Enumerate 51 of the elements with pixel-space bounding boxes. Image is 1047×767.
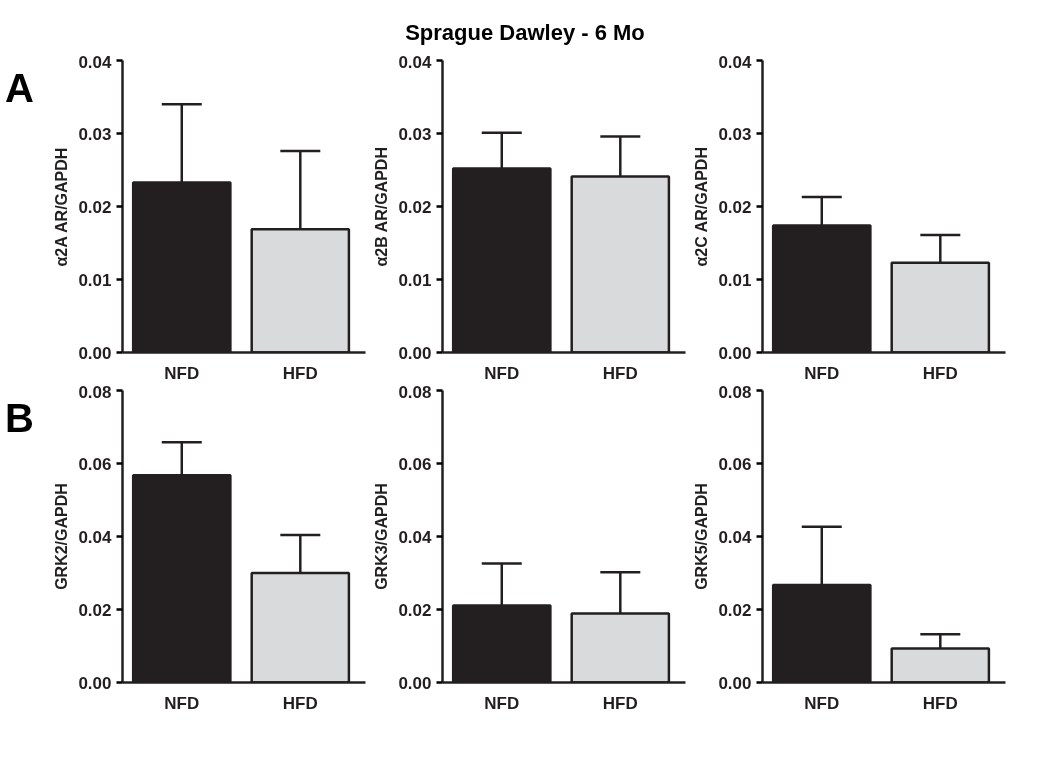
chart-title: Sprague Dawley - 6 Mo — [405, 19, 645, 47]
y-tick-label: 0.02 — [718, 197, 752, 217]
y-tick-label: 0.03 — [398, 124, 432, 144]
x-tick-label: HFD — [282, 693, 318, 713]
y-tick-label: 0.01 — [398, 270, 432, 290]
y-tick-label: 0.02 — [718, 600, 752, 620]
y-tick-label: 0.03 — [718, 124, 752, 144]
y-tick-label: 0.00 — [718, 343, 752, 363]
y-tick-label: 0.04 — [398, 527, 433, 547]
y-tick-label: 0.02 — [398, 197, 432, 217]
y-tick-label: 0.06 — [78, 454, 112, 474]
y-tick-label: 0.01 — [78, 270, 112, 290]
y-tick-label: 0.04 — [78, 527, 113, 547]
y-axis-title: GRK3/GAPDH — [373, 483, 391, 590]
y-tick-label: 0.03 — [78, 124, 112, 144]
x-tick-label: NFD — [484, 363, 520, 383]
y-tick-label: 0.06 — [718, 454, 752, 474]
y-tick-label: 0.08 — [78, 382, 112, 402]
x-tick-label: NFD — [164, 363, 200, 383]
y-axis-title: GRK2/GAPDH — [53, 483, 71, 590]
y-tick-label: 0.01 — [718, 270, 752, 290]
y-tick-label: 0.06 — [398, 454, 432, 474]
text: B — [5, 395, 34, 442]
y-axis-title: α2A AR/GAPDH — [53, 147, 71, 267]
y-tick-label: 0.04 — [718, 52, 753, 72]
y-tick-label: 0.00 — [398, 673, 432, 693]
y-tick-label: 0.00 — [78, 673, 112, 693]
y-tick-label: 0.00 — [78, 343, 112, 363]
y-axis-title: α2C AR/GAPDH — [693, 147, 711, 267]
y-tick-label: 0.04 — [78, 52, 113, 72]
x-tick-label: NFD — [804, 693, 840, 713]
y-tick-label: 0.08 — [718, 382, 752, 402]
x-tick-label: HFD — [922, 693, 958, 713]
y-tick-label: 0.02 — [78, 600, 112, 620]
y-tick-label: 0.04 — [718, 527, 753, 547]
x-tick-label: NFD — [484, 693, 520, 713]
y-axis-title: GRK5/GAPDH — [693, 483, 711, 590]
y-tick-label: 0.00 — [718, 673, 752, 693]
x-tick-label: HFD — [602, 363, 638, 383]
x-tick-label: NFD — [804, 363, 840, 383]
y-tick-label: 0.04 — [398, 52, 433, 72]
x-tick-label: HFD — [602, 693, 638, 713]
y-axis-title: α2B AR/GAPDH — [373, 147, 391, 267]
x-tick-label: HFD — [282, 363, 318, 383]
y-tick-label: 0.02 — [78, 197, 112, 217]
y-tick-label: 0.00 — [398, 343, 432, 363]
y-tick-label: 0.08 — [398, 382, 432, 402]
x-tick-label: HFD — [922, 363, 958, 383]
y-tick-label: 0.02 — [398, 600, 432, 620]
text: A — [5, 65, 34, 112]
x-tick-label: NFD — [164, 693, 200, 713]
